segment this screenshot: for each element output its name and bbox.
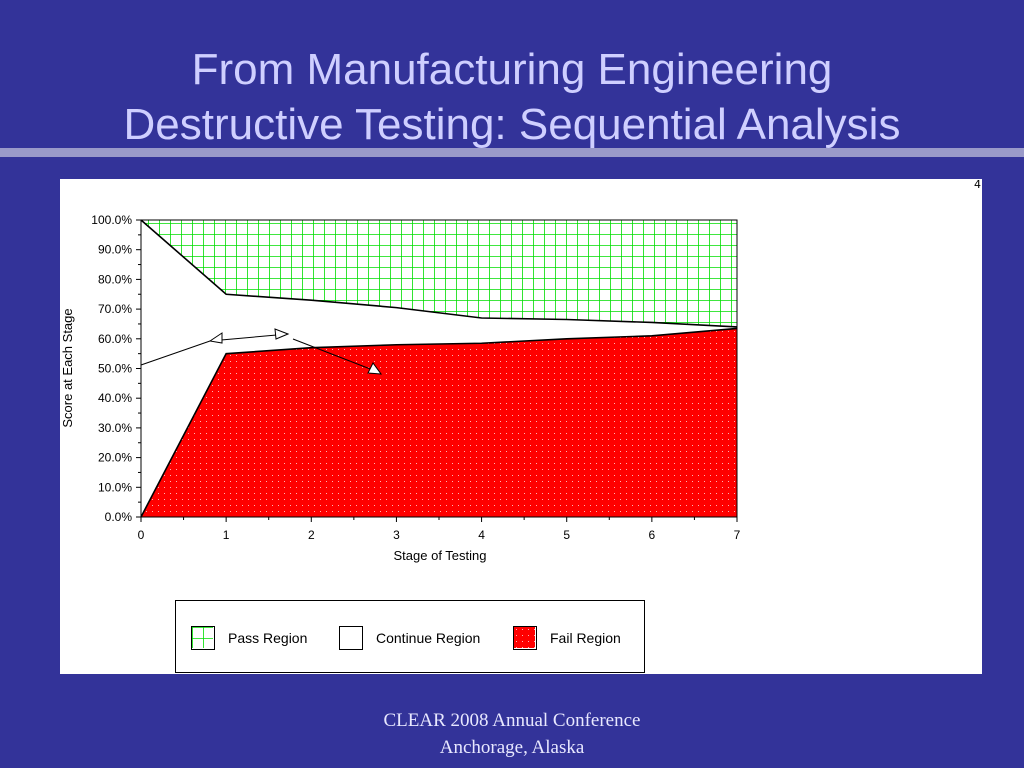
y-tick-label: 100.0% <box>91 213 132 227</box>
legend-item-continue: Continue Region <box>339 625 480 651</box>
y-tick-label: 0.0% <box>105 510 133 524</box>
fail-boundary-line <box>140 327 738 518</box>
legend-item-pass: Pass Region <box>191 625 307 651</box>
y-tick-label: 80.0% <box>98 272 132 286</box>
legend-label-pass: Pass Region <box>228 630 308 646</box>
plot-area: 0.0% 10.0% 20.0% 30.0% 40.0% 50.0% 60.0% 70.0% 8… <box>91 213 740 542</box>
y-tick-label: 70.0% <box>98 302 132 316</box>
pass-swatch <box>191 626 215 650</box>
y-axis-title: Score at Each Stage <box>60 308 75 427</box>
y-tick-label: 30.0% <box>98 421 132 435</box>
title-line-2: Destructive Testing: Sequential Analysis <box>123 100 901 149</box>
chart-legend: Pass Region Continue Region Fail Region <box>175 600 645 673</box>
x-tick-label: 4 <box>478 528 485 542</box>
pass-boundary-line <box>140 219 738 328</box>
slide-title: From Manufacturing Engineering Destructi… <box>0 42 1024 152</box>
x-tick-label: 0 <box>138 528 145 542</box>
y-tick-label: 50.0% <box>98 362 132 376</box>
annotation-arrow-line <box>292 338 379 373</box>
x-axis-title: Stage of Testing <box>394 548 487 563</box>
x-tick-label: 3 <box>393 528 400 542</box>
y-tick-label: 90.0% <box>98 243 132 257</box>
x-tick-label: 2 <box>308 528 315 542</box>
fail-region-area <box>141 328 737 517</box>
x-tick-label: 7 <box>734 528 741 542</box>
footer-line-1: CLEAR 2008 Annual Conference <box>383 710 641 731</box>
chart-panel: 0.0% 10.0% 20.0% 30.0% 40.0% 50.0% 60.0% 70.0% 8… <box>60 179 982 674</box>
y-tick-label: 20.0% <box>98 451 132 465</box>
y-tick-label: 60.0% <box>98 332 132 346</box>
x-tick-label: 5 <box>563 528 570 542</box>
title-divider <box>0 148 1024 157</box>
legend-label-fail: Fail Region <box>550 630 621 646</box>
legend-label-continue: Continue Region <box>376 630 481 646</box>
x-tick-label: 1 <box>223 528 230 542</box>
annotation-arrowhead <box>367 362 383 375</box>
sequential-analysis-chart: 0.0% 10.0% 20.0% 30.0% 40.0% 50.0% 60.0% 70.0% 8… <box>60 213 741 563</box>
annotation-arrowhead <box>208 332 223 344</box>
continue-swatch <box>339 626 363 650</box>
y-tick-label: 40.0% <box>98 391 132 405</box>
footer-line-2: Anchorage, Alaska <box>439 737 585 758</box>
pass-region-area <box>141 220 737 327</box>
corner-mark: 4 <box>974 178 981 191</box>
y-tick-label: 10.0% <box>98 480 132 494</box>
legend-item-fail: Fail Region <box>513 625 621 651</box>
slide-footer: CLEAR 2008 Annual Conference Anchorage, … <box>0 707 1024 761</box>
annotation-arrowhead <box>274 328 290 340</box>
x-tick-label: 6 <box>649 528 656 542</box>
fail-swatch <box>513 626 537 650</box>
title-line-1: From Manufacturing Engineering <box>191 45 833 94</box>
